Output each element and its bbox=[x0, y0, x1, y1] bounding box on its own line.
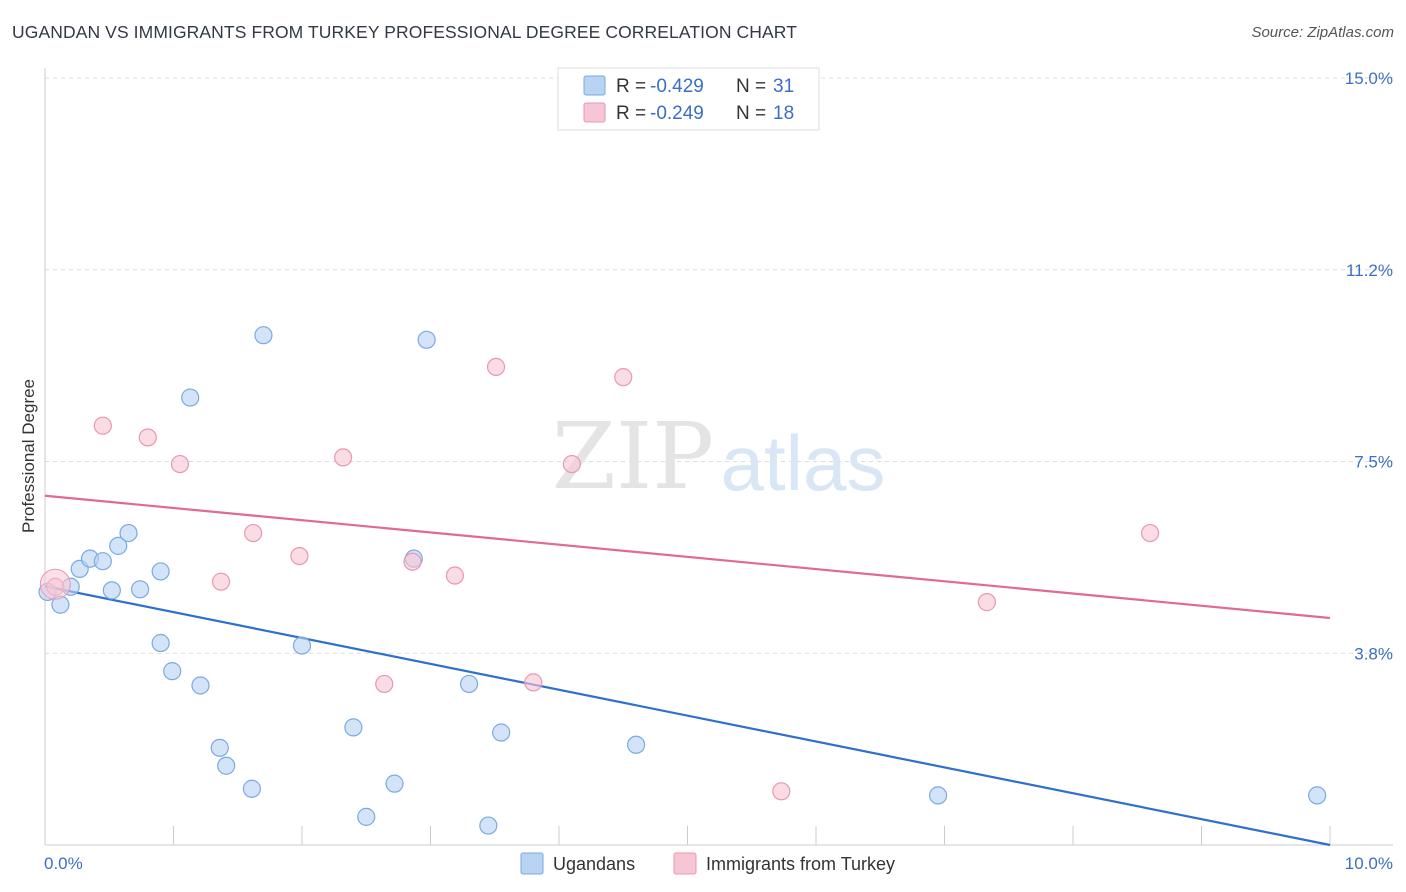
point-turkey bbox=[562, 454, 581, 474]
point-ugandans bbox=[385, 774, 404, 793]
point-turkey bbox=[486, 357, 506, 377]
point-ugandans bbox=[210, 738, 229, 757]
chart-title: UGANDAN VS IMMIGRANTS FROM TURKEY PROFES… bbox=[12, 22, 797, 42]
point-ugandans bbox=[130, 580, 150, 599]
point-turkey bbox=[334, 448, 353, 467]
series-swatch-ugandans bbox=[520, 852, 544, 875]
point-ugandans bbox=[109, 536, 128, 555]
point-turkey bbox=[614, 368, 633, 387]
y-tick-label: 11.2% bbox=[1346, 261, 1393, 280]
point-ugandans bbox=[492, 723, 511, 742]
x-tick-label-max: 10.0% bbox=[1345, 854, 1393, 873]
point-ugandans bbox=[181, 388, 200, 407]
point-turkey bbox=[93, 416, 112, 435]
x-tick-label-min: 0.0% bbox=[44, 854, 83, 873]
point-turkey bbox=[977, 593, 997, 612]
point-turkey bbox=[772, 782, 791, 801]
point-turkey bbox=[138, 428, 157, 447]
y-tick-label: 15.0% bbox=[1345, 69, 1393, 88]
point-turkey bbox=[170, 454, 190, 474]
point-ugandans bbox=[163, 662, 182, 681]
trend-line-ugandans bbox=[44, 585, 1331, 847]
legend-r-label-ugandans: R = bbox=[616, 76, 646, 97]
point-ugandans bbox=[459, 674, 479, 694]
y-tick-label: 3.8% bbox=[1354, 644, 1393, 663]
correlation-legend: R = -0.429 N = 31 R = -0.249 N = 18 bbox=[557, 67, 820, 131]
series-label-ugandans: Ugandans bbox=[553, 854, 635, 874]
point-turkey bbox=[375, 674, 394, 694]
point-turkey bbox=[524, 673, 543, 692]
point-ugandans bbox=[191, 676, 210, 695]
point-turkey bbox=[1140, 523, 1160, 543]
point-ugandans bbox=[928, 786, 948, 805]
y-axis-title: Professional Degree bbox=[19, 379, 38, 533]
legend-r-value-turkey: -0.249 bbox=[650, 103, 704, 124]
legend-r-value-ugandans: -0.429 bbox=[650, 76, 704, 97]
point-ugandans bbox=[254, 326, 273, 345]
source-label: Source: ZipAtlas.com bbox=[1251, 24, 1394, 41]
point-turkey-cluster bbox=[39, 568, 71, 600]
watermark-zip: ZIP bbox=[552, 403, 714, 510]
point-turkey bbox=[211, 572, 231, 591]
legend-swatch-ugandans bbox=[583, 75, 606, 96]
y-tick-label: 7.5% bbox=[1354, 453, 1393, 472]
trend-lines bbox=[44, 494, 1331, 847]
point-ugandans bbox=[102, 581, 121, 600]
point-ugandans bbox=[151, 562, 170, 581]
point-ugandans bbox=[242, 779, 261, 798]
point-ugandans bbox=[357, 807, 376, 826]
point-ugandans bbox=[417, 330, 436, 349]
series-label-turkey: Immigrants from Turkey bbox=[706, 854, 895, 874]
legend-n-label-turkey: N = bbox=[736, 103, 766, 124]
point-turkey bbox=[244, 523, 263, 543]
point-ugandans bbox=[292, 636, 312, 655]
point-turkey bbox=[445, 566, 465, 585]
series-swatch-turkey bbox=[673, 852, 697, 875]
point-ugandans bbox=[93, 552, 112, 571]
data-points bbox=[38, 326, 1327, 835]
legend-n-value-turkey: 18 bbox=[773, 103, 794, 124]
point-ugandans bbox=[344, 718, 363, 737]
legend-swatch-turkey bbox=[583, 102, 606, 123]
point-ugandans bbox=[479, 816, 498, 835]
point-turkey bbox=[290, 546, 309, 566]
legend-n-label-ugandans: N = bbox=[736, 76, 766, 97]
point-ugandans bbox=[217, 756, 236, 775]
watermark-atlas: atlas bbox=[721, 419, 886, 507]
y-tick-labels: 3.8% 7.5% 11.2% 15.0% bbox=[1345, 69, 1393, 663]
legend-r-label-turkey: R = bbox=[616, 103, 646, 124]
point-ugandans bbox=[119, 523, 138, 543]
series-legend: Ugandans Immigrants from Turkey bbox=[520, 852, 895, 875]
point-ugandans bbox=[626, 735, 646, 754]
grid-lines bbox=[45, 77, 1393, 654]
trend-line-turkey bbox=[44, 494, 1331, 620]
legend-n-value-ugandans: 31 bbox=[773, 76, 794, 97]
point-turkey bbox=[403, 552, 422, 571]
axes bbox=[44, 68, 1393, 846]
watermark: ZIP atlas bbox=[552, 403, 885, 510]
point-ugandans bbox=[151, 633, 170, 653]
point-ugandans bbox=[1308, 786, 1327, 805]
